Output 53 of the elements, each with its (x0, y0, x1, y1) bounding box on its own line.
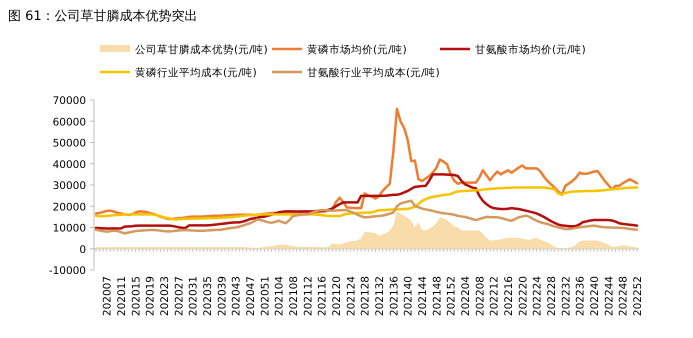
x-tick-label: 202212 (488, 276, 501, 316)
x-tick-label: 202031 (188, 276, 200, 316)
x-tick-label: 202216 (503, 276, 516, 316)
x-tick-label: 202108 (288, 276, 300, 316)
x-tick-label: 202007 (102, 276, 114, 316)
x-tick-label: 202208 (474, 276, 486, 316)
x-tick-label: 202019 (144, 276, 157, 316)
x-tick-label: 202136 (388, 276, 400, 316)
x-tick-label: 202112 (302, 276, 314, 316)
x-tick-label: 202228 (546, 276, 558, 316)
x-tick-label: 202035 (202, 276, 214, 316)
x-tick-label: 202236 (574, 276, 587, 316)
x-tick-label: 202120 (331, 276, 344, 316)
y-tick-label: 20000 (52, 201, 86, 214)
x-tick-label: 202224 (532, 276, 544, 316)
x-tick-label: 202051 (259, 276, 272, 316)
x-tick-label: 202124 (345, 276, 358, 316)
y-tick-label: 60000 (52, 116, 86, 128)
x-tick-label: 202152 (446, 276, 458, 316)
x-tick-label: 202148 (431, 276, 444, 316)
y-tick-label: 50000 (52, 138, 86, 150)
x-tick-label: 202039 (216, 276, 228, 316)
x-tick-label: 202240 (589, 276, 602, 316)
y-tick-label: 10000 (52, 222, 86, 234)
legend-label: 公司草甘膦成本优势(元/吨) (135, 43, 268, 56)
legend-label: 黄磷行业平均成本(元/吨) (135, 66, 257, 79)
x-tick-label: 202132 (374, 276, 386, 316)
x-tick-label: 202104 (274, 276, 286, 316)
x-tick-label: 202116 (316, 276, 329, 316)
x-tick-label: 202232 (560, 276, 572, 316)
chart-title: 图 61：公司草甘膦成本优势突出 (8, 9, 198, 24)
legend-label: 甘氨酸市场均价(元/吨) (475, 43, 586, 56)
x-tick-label: 202128 (360, 276, 372, 316)
legend-label: 黄磷市场均价(元/吨) (307, 43, 407, 56)
x-tick-label: 202027 (173, 276, 186, 316)
x-tick-label: 202220 (517, 276, 530, 316)
y-tick-label: 70000 (52, 95, 86, 107)
x-tick-label: 202248 (618, 276, 630, 316)
x-tick-label: 202140 (402, 276, 415, 316)
x-tick-label: 202011 (116, 276, 128, 316)
x-tick-label: 202204 (460, 276, 472, 316)
x-tick-label: 202023 (159, 276, 172, 316)
x-tick-label: 202015 (130, 276, 142, 316)
x-tick-label: 202043 (230, 276, 243, 316)
x-tick-label: 202244 (603, 276, 616, 316)
y-tick-label: 30000 (52, 180, 86, 192)
legend-label: 甘氨酸行业平均成本(元/吨) (307, 66, 440, 79)
y-tick-label: 40000 (52, 158, 86, 171)
x-tick-label: 202047 (245, 276, 258, 316)
x-tick-label: 202252 (632, 276, 644, 316)
x-tick-label: 202144 (417, 276, 430, 316)
y-tick-label: -10000 (48, 265, 86, 277)
y-tick-label: 0 (79, 244, 86, 256)
